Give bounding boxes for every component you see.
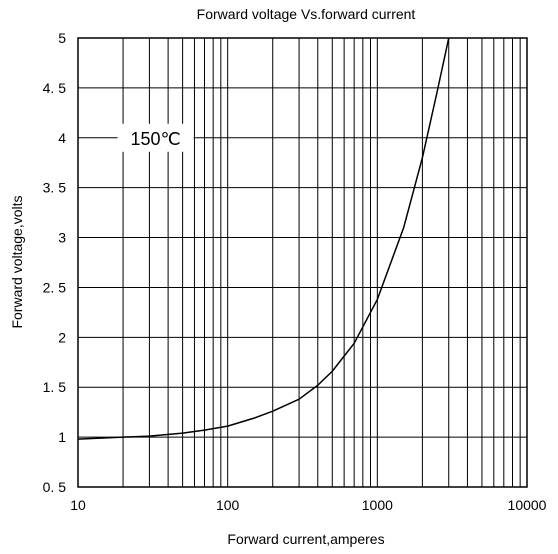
annotation-background [117, 123, 194, 152]
y-tick-labels: 0. 5 1 1. 5 2 2. 5 3 3. 5 4 4. 5 5 [43, 30, 67, 495]
y-tick-label: 4 [58, 130, 66, 146]
chart-title: Forward voltage Vs.forward current [197, 6, 416, 22]
y-tick-label: 3 [58, 230, 66, 246]
y-tick-label: 2 [58, 329, 66, 345]
y-tick-label: 2. 5 [43, 279, 67, 295]
annotation-layer: 150℃ [117, 123, 194, 152]
grid-lines [78, 38, 527, 487]
y-tick-label: 3. 5 [43, 180, 67, 196]
y-tick-label: 5 [58, 30, 66, 46]
x-tick-labels: 10 100 1000 10000 [70, 497, 546, 513]
x-tick-label: 10000 [508, 497, 547, 513]
series-layer [77, 37, 450, 440]
forward-voltage-series-line [77, 37, 450, 440]
y-tick-label: 1 [58, 429, 66, 445]
y-axis-label: Forward voltage,volts [9, 195, 25, 328]
x-tick-label: 100 [216, 497, 240, 513]
x-tick-label: 10 [70, 497, 86, 513]
x-tick-label: 1000 [362, 497, 393, 513]
x-axis-label: Forward current,amperes [227, 531, 384, 547]
temperature-annotation: 150℃ [130, 129, 180, 149]
plot-area-frame [77, 37, 528, 488]
y-tick-label: 0. 5 [43, 479, 67, 495]
y-tick-label: 4. 5 [43, 80, 67, 96]
y-tick-label: 1. 5 [43, 379, 67, 395]
